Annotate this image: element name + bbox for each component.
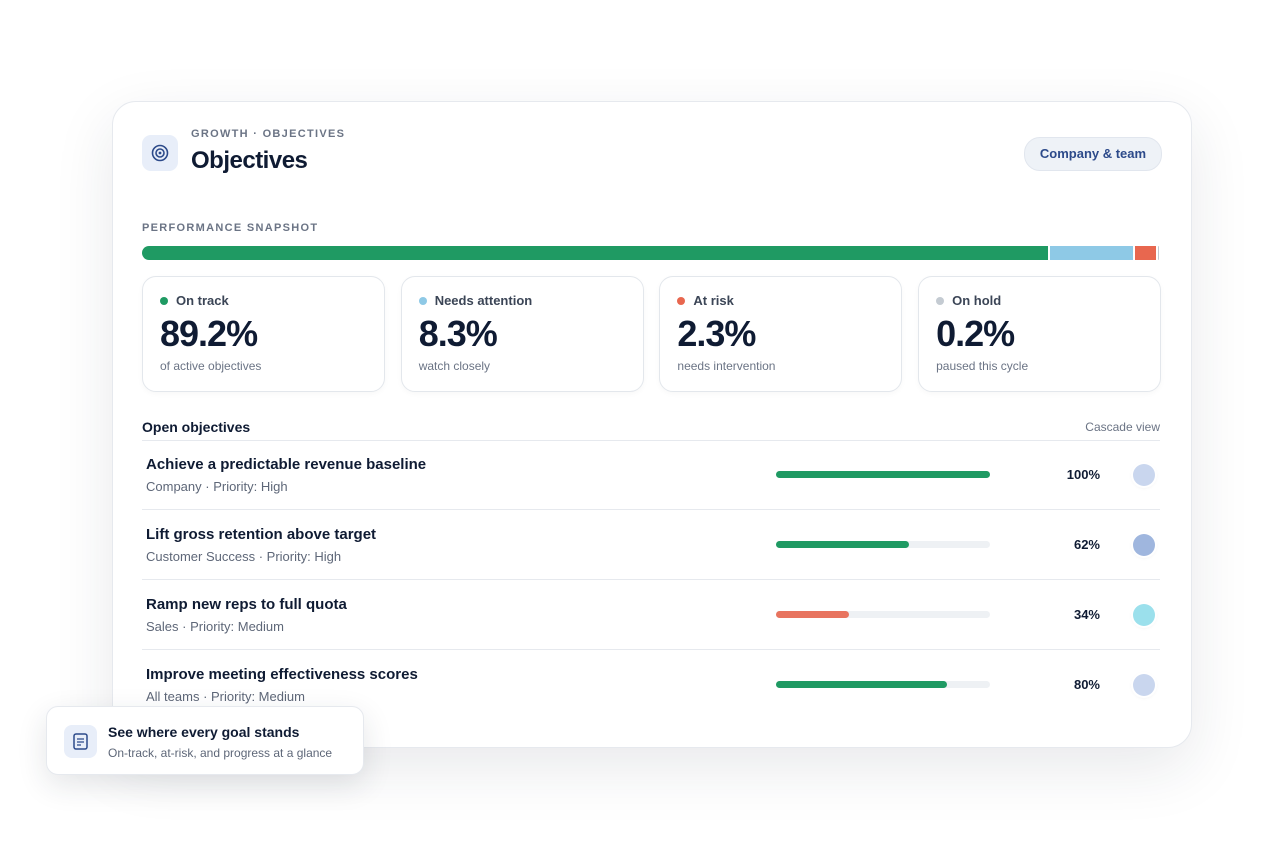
objective-title: Improve meeting effectiveness scores xyxy=(146,666,418,683)
callout-title: See where every goal stands xyxy=(108,724,300,740)
owner-avatar xyxy=(1133,464,1155,486)
objective-meta: All teams · Priority: Medium xyxy=(146,689,305,704)
progress-label: 80% xyxy=(1073,677,1100,692)
objective-meta: Sales · Priority: Medium xyxy=(146,619,284,634)
progress-label: 100% xyxy=(1066,467,1100,482)
stat-name: On hold xyxy=(952,293,1002,308)
stat-name: At risk xyxy=(693,293,734,308)
icon-svg xyxy=(73,733,88,750)
progress-bar xyxy=(776,471,990,478)
row-divider xyxy=(142,649,1160,650)
row-divider xyxy=(142,579,1160,580)
stat-note: watch closely xyxy=(418,359,491,373)
status-dot xyxy=(160,297,168,305)
status-dot xyxy=(418,297,427,305)
snapshot-segment xyxy=(1134,246,1156,260)
stat-note: paused this cycle xyxy=(936,359,1029,373)
row-divider xyxy=(142,509,1160,510)
stat-value: 2.3% xyxy=(677,313,756,354)
objective-title: Achieve a predictable revenue baseline xyxy=(146,456,427,473)
callout: See where every goal stands On-track, at… xyxy=(46,706,364,775)
status-dot xyxy=(677,297,686,305)
stat-note: needs intervention xyxy=(677,359,776,373)
stat-value: 89.2% xyxy=(160,313,258,354)
status-dot xyxy=(936,297,945,305)
owner-avatar xyxy=(1133,674,1155,696)
owner-avatar xyxy=(1133,604,1155,626)
icon-svg xyxy=(151,144,169,162)
progress-bar xyxy=(776,611,849,618)
callout-subtitle: On-track, at-risk, and progress at a gla… xyxy=(108,746,333,760)
stat-note: of active objectives xyxy=(160,359,262,373)
divider xyxy=(142,440,1160,441)
progress-track xyxy=(776,611,990,618)
objective-meta: Company · Priority: High xyxy=(146,479,288,494)
scope-button[interactable]: Company & team xyxy=(1024,137,1162,171)
stat-name: On track xyxy=(176,293,229,308)
stat-card xyxy=(659,276,903,392)
stat-value: 8.3% xyxy=(418,313,498,354)
progress-bar xyxy=(776,681,948,688)
page-title: Objectives xyxy=(191,147,308,174)
stat-card xyxy=(400,276,644,392)
progress-label: 34% xyxy=(1073,607,1100,622)
objective-title: Ramp new reps to full quota xyxy=(146,596,347,613)
cascade-link[interactable]: Cascade view xyxy=(1085,420,1160,434)
owner-avatar xyxy=(1133,534,1155,556)
doc-icon xyxy=(64,725,97,758)
progress-bar xyxy=(776,541,909,548)
eyebrow: GROWTH · OBJECTIVES xyxy=(191,128,346,140)
stat-value: 0.2% xyxy=(936,313,1015,354)
stat-card xyxy=(142,276,385,392)
progress-label: 62% xyxy=(1073,537,1100,552)
snapshot-label: PERFORMANCE SNAPSHOT xyxy=(142,222,319,234)
objective-title: Lift gross retention above target xyxy=(146,526,377,543)
target-icon xyxy=(142,135,178,171)
section-title: Open objectives xyxy=(142,419,251,435)
stat-card xyxy=(918,276,1162,392)
objective-meta: Customer Success · Priority: High xyxy=(146,549,342,564)
snapshot-segment xyxy=(142,246,1049,260)
objectives-card xyxy=(112,101,1192,748)
snapshot-segment xyxy=(1050,246,1133,260)
stat-name: Needs attention xyxy=(434,293,533,308)
snapshot-segment xyxy=(1157,246,1159,260)
